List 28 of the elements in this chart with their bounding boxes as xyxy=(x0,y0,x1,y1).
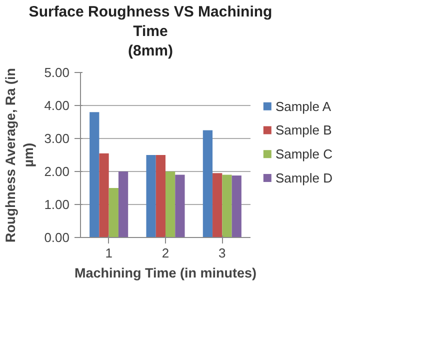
x-tick-label: 2 xyxy=(162,246,170,260)
bar xyxy=(146,155,156,238)
y-tick-label: 4.00 xyxy=(44,98,70,113)
legend-label: Sample D xyxy=(275,170,333,186)
legend-label: Sample C xyxy=(275,146,333,162)
y-tick-label: 3.00 xyxy=(44,131,70,146)
bar xyxy=(118,172,128,238)
bar xyxy=(166,172,176,238)
x-tick-label: 1 xyxy=(105,246,112,260)
bar xyxy=(156,155,166,238)
y-tick-label: 0.00 xyxy=(44,230,70,245)
bar xyxy=(175,174,185,238)
bar xyxy=(212,173,222,238)
bar xyxy=(90,112,100,238)
y-tick-label: 5.00 xyxy=(44,65,70,80)
chart-title: Surface Roughness VS Machining Time (8mm) xyxy=(28,3,272,60)
legend-label: Sample A xyxy=(275,98,332,114)
bar xyxy=(202,130,213,238)
y-tick-label: 2.00 xyxy=(44,164,70,179)
bar xyxy=(108,188,118,238)
bar xyxy=(99,153,109,238)
y-tick-label: 1.00 xyxy=(44,197,70,212)
x-axis-title: Machining Time (in minutes) xyxy=(74,266,257,280)
bar xyxy=(222,174,232,238)
legend-label: Sample B xyxy=(275,122,332,138)
y-axis-title: Roughness Average, Ra (in µm) xyxy=(3,68,36,243)
bar xyxy=(232,175,242,238)
x-tick-label: 3 xyxy=(218,246,226,260)
